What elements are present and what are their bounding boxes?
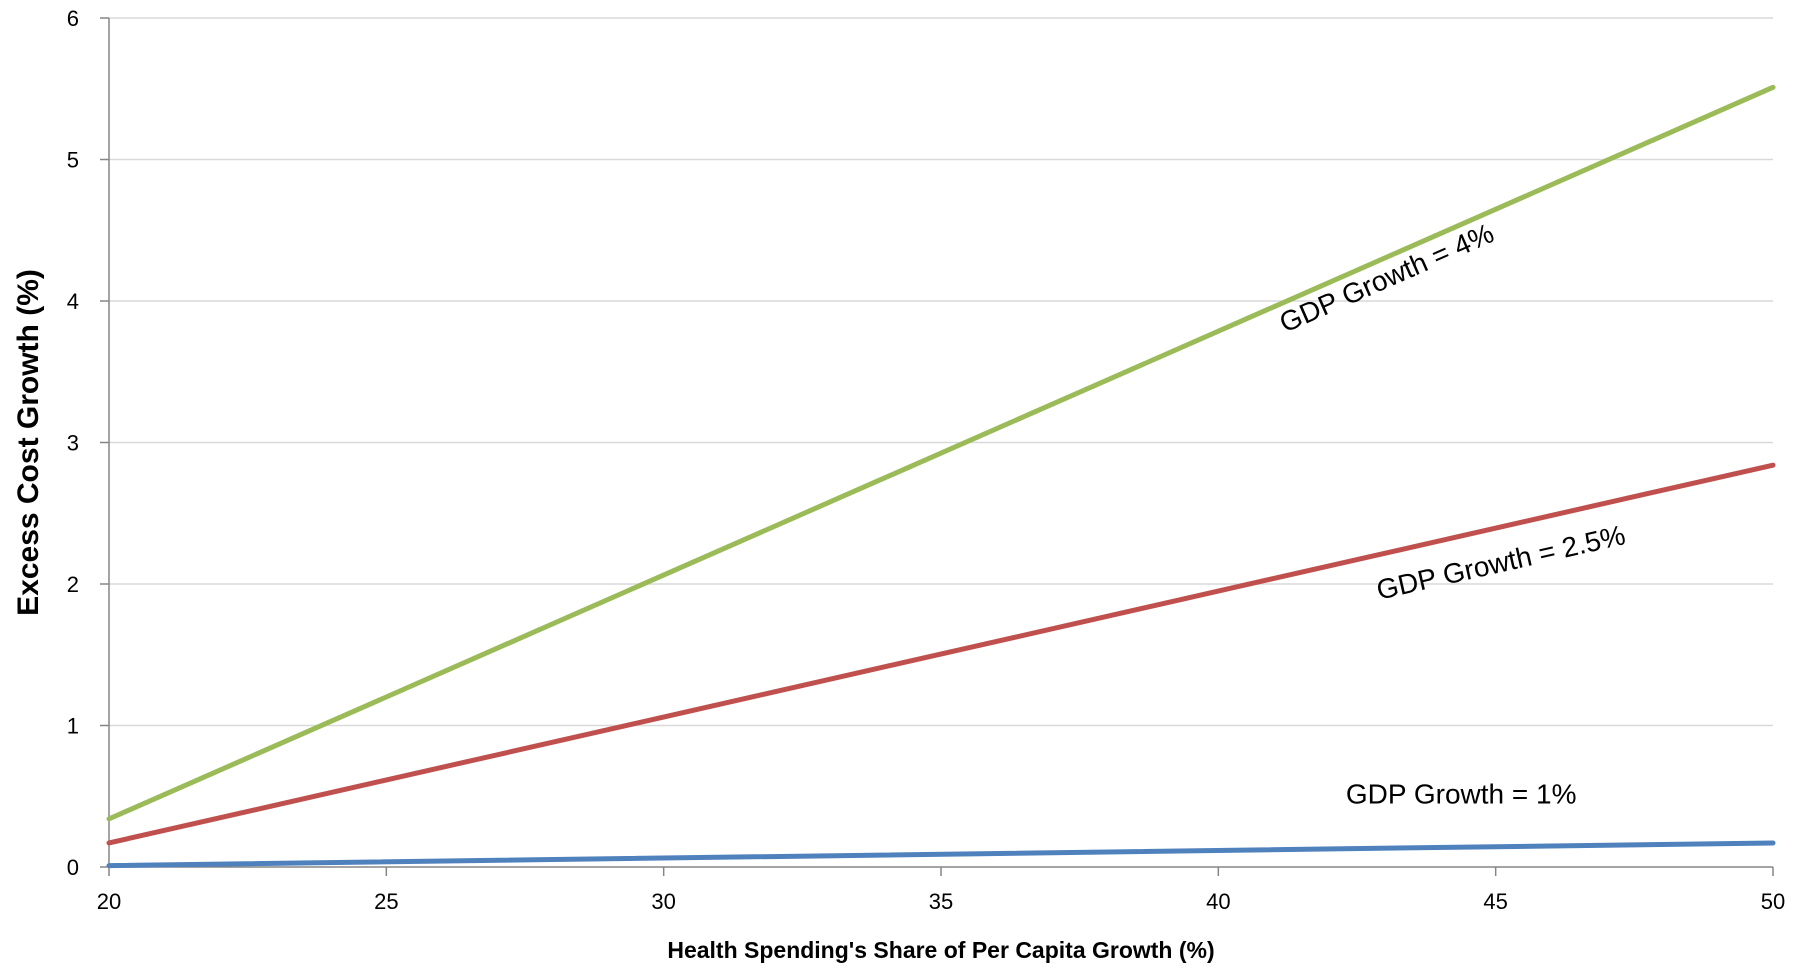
y-tick-label: 1 bbox=[67, 714, 79, 739]
x-tick-label: 45 bbox=[1483, 889, 1507, 914]
series-label-3: GDP Growth = 1% bbox=[1346, 778, 1577, 809]
y-tick-label: 5 bbox=[67, 148, 79, 173]
series-line-3 bbox=[106, 840, 1776, 869]
x-axis-title: Health Spending's Share of Per Capita Gr… bbox=[667, 937, 1214, 963]
y-tick-label: 0 bbox=[67, 855, 79, 880]
series-labels: GDP Growth = 4% GDP Growth = 2.5% GDP Grow… bbox=[1275, 217, 1628, 809]
series-line-2 bbox=[106, 462, 1776, 846]
series-lines bbox=[106, 84, 1776, 869]
y-tick-label: 4 bbox=[67, 289, 79, 314]
series-label-2: GDP Growth = 2.5% bbox=[1374, 519, 1628, 605]
y-tick-label: 2 bbox=[67, 572, 79, 597]
x-tick-label: 25 bbox=[374, 889, 398, 914]
x-tick-label: 30 bbox=[651, 889, 675, 914]
x-tick-label: 40 bbox=[1206, 889, 1230, 914]
x-tick-label: 20 bbox=[97, 889, 121, 914]
x-tick-label: 35 bbox=[929, 889, 953, 914]
y-tick-label: 6 bbox=[67, 6, 79, 31]
series-label-1: GDP Growth = 4% bbox=[1275, 217, 1499, 338]
y-tick-label: 3 bbox=[67, 431, 79, 456]
series-line-1 bbox=[106, 84, 1776, 822]
gridlines bbox=[109, 17, 1773, 727]
x-axis-ticks: 20 25 30 35 40 45 50 bbox=[97, 867, 1785, 914]
x-tick-label: 50 bbox=[1761, 889, 1785, 914]
y-axis-title: Excess Cost Growth (%) bbox=[12, 269, 45, 616]
y-axis-ticks: 0 1 2 3 4 5 6 bbox=[67, 6, 109, 880]
